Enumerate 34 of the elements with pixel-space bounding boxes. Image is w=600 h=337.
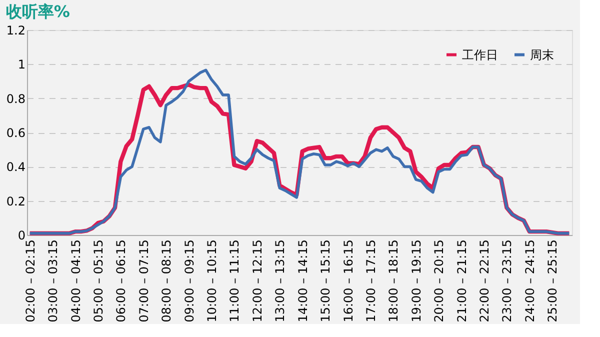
x-tick-label: 03:00 – 03:15 — [46, 240, 60, 322]
x-tick-label: 05:00 – 05:15 — [91, 240, 106, 322]
x-tick-label: 08:00 – 08:15 — [160, 240, 174, 322]
x-tick-label: 10:00 – 10:15 — [205, 240, 220, 322]
x-tick-label: 17:00 – 17:15 — [364, 240, 378, 322]
legend-label: 工作日 — [462, 48, 498, 62]
x-tick-label: 14:00 – 14:15 — [296, 240, 310, 322]
x-tick-label: 07:00 – 07:15 — [136, 240, 151, 322]
x-tick-label: 21:00 – 21:15 — [454, 240, 469, 322]
x-tick-label: 24:00 – 24:15 — [522, 240, 537, 322]
y-tick-label: 0.2 — [6, 194, 26, 208]
x-tick-label: 16:00 – 16:15 — [341, 240, 356, 322]
x-tick-label: 19:00 – 19:15 — [409, 240, 424, 322]
x-tick-label: 22:00 – 22:15 — [478, 240, 492, 322]
x-tick-label: 12:00 – 12:15 — [250, 240, 264, 322]
y-tick-label: 1.2 — [6, 24, 26, 38]
y-tick-label: 0.4 — [6, 160, 26, 174]
chart-title: 收听率% — [6, 2, 70, 21]
x-tick-label: 15:00 – 15:15 — [318, 240, 333, 322]
x-tick-label: 18:00 – 18:15 — [386, 240, 401, 322]
x-tick-label: 13:00 – 13:15 — [273, 240, 288, 322]
y-tick-label: 0.6 — [6, 126, 26, 140]
x-tick-label: 04:00 – 04:15 — [68, 240, 83, 322]
x-tick-label: 23:00 – 23:15 — [500, 240, 514, 322]
y-tick-label: 1 — [18, 58, 26, 72]
x-tick-label: 11:00 – 11:15 — [228, 240, 242, 322]
y-tick-label: 0 — [18, 228, 26, 242]
y-tick-label: 0.8 — [6, 92, 26, 106]
x-tick-label: 09:00 – 09:15 — [182, 240, 196, 322]
x-tick-label: 25:00 – 25:15 — [546, 240, 560, 322]
x-tick-label: 20:00 – 20:15 — [432, 240, 446, 322]
x-tick-label: 02:00 – 02:15 — [23, 240, 38, 322]
x-tick-label: 06:00 – 06:15 — [114, 240, 128, 322]
legend-label: 周末 — [530, 48, 554, 62]
